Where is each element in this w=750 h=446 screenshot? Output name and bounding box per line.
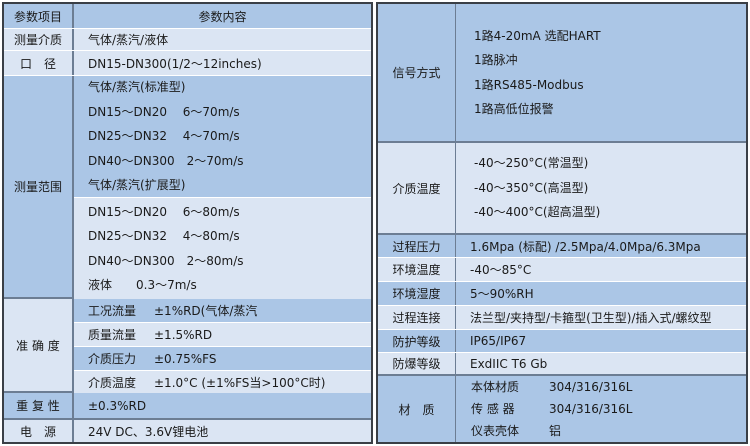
value: 气体/蒸汽/液体 <box>88 33 169 47</box>
label: 准 确 度 <box>4 299 74 391</box>
value: ExdIIC T6 Gb <box>470 356 548 371</box>
item-value: ±1.5%RD <box>154 327 213 342</box>
label: 测量范围 <box>4 76 74 297</box>
value-line: 气体/蒸汽(扩展型) <box>88 178 186 193</box>
row-repeat: 重 复 性 ±0.3%RD <box>4 393 371 420</box>
range-standard: 气体/蒸汽(标准型) DN15～DN20 6～70m/s DN25～DN32 4… <box>74 76 371 198</box>
item-name: 仪表壳体 <box>471 424 520 438</box>
row-medium: 测量介质 气体/蒸汽/液体 <box>4 29 371 51</box>
item-name: 本体材质 <box>471 380 520 394</box>
material-item: 本体材质 304/316/316L <box>471 376 746 398</box>
value-line: DN40～DN300 2～70m/s <box>88 153 244 168</box>
value-line: -40～250°C(常温型) <box>474 156 589 171</box>
label: 过程连接 <box>378 306 456 329</box>
item-value: ±1%RD(气体/蒸汽 <box>154 304 258 318</box>
label: 口 径 <box>4 51 74 75</box>
item-value: 304/316/316L <box>549 402 633 416</box>
value: 本体材质 304/316/316L 传 感 器 304/316/316L 仪表壳体 铝 <box>456 376 746 442</box>
value-line: DN25～DN32 4～70m/s <box>88 129 240 144</box>
item-value: 铝 <box>549 424 562 438</box>
value: -40～85°C <box>470 263 532 277</box>
row-env-temp: 环境温度 -40～85°C <box>378 258 746 282</box>
value: 法兰型/夹持型/卡箍型(卫生型)/插入式/螺纹型 <box>470 311 712 325</box>
value-line: DN25～DN32 4～80m/s <box>88 229 240 243</box>
row-diameter: 口 径 DN15-DN300(1/2～12inches) <box>4 51 371 76</box>
header-content: 参数内容 <box>198 9 247 24</box>
value-line: 气体/蒸汽(标准型) <box>88 80 186 95</box>
value-line: DN15～DN20 6～80m/s <box>88 204 240 219</box>
right-spec-table: 信号方式 1路4-20mA 选配HART 1路脉冲 1路RS485-Modbus… <box>376 2 748 444</box>
value: 5～90%RH <box>470 287 534 301</box>
value-line: DN40～DN300 2～80m/s <box>88 253 244 268</box>
value-line: DN15～DN20 6～70m/s <box>88 104 240 119</box>
row-material: 材 质 本体材质 304/316/316L 传 感 器 304/316/316L 仪… <box>378 376 746 442</box>
value-line: 1路4-20mA 选配HART <box>474 28 601 43</box>
value: IP65/IP67 <box>470 334 527 348</box>
accuracy-item: 质量流量 ±1.5%RD <box>74 323 371 347</box>
left-spec-table: 参数项目 参数内容 测量介质 气体/蒸汽/液体 口 径 DN15-DN300(1… <box>2 2 373 444</box>
material-item: 传 感 器 304/316/316L <box>471 398 746 420</box>
row-pressure: 过程压力 1.6Mpa (标配) /2.5Mpa/4.0Mpa/6.3Mpa <box>378 235 746 258</box>
item-name: 介质压力 <box>88 352 137 366</box>
value: DN15-DN300(1/2～12inches) <box>88 56 262 71</box>
row-medium-temp: 介质温度 -40～250°C(常温型) -40～350°C(高温型) -40～4… <box>378 143 746 235</box>
row-signal: 信号方式 1路4-20mA 选配HART 1路脉冲 1路RS485-Modbus… <box>378 4 746 143</box>
value: 1.6Mpa (标配) /2.5Mpa/4.0Mpa/6.3Mpa <box>470 239 701 254</box>
item-name: 工况流量 <box>88 304 137 318</box>
label: 测量介质 <box>4 29 74 50</box>
label: 过程压力 <box>378 235 456 257</box>
header-row: 参数项目 参数内容 <box>4 4 371 29</box>
label: 电 源 <box>4 420 74 442</box>
value-line: -40～350°C(高温型) <box>474 180 589 195</box>
row-power: 电 源 24V DC、3.6V锂电池 <box>4 420 371 442</box>
value: 1路4-20mA 选配HART 1路脉冲 1路RS485-Modbus 1路高低… <box>456 4 746 141</box>
value: ±0.3%RD <box>88 398 147 413</box>
item-name: 介质温度 <box>88 375 137 390</box>
label: 信号方式 <box>378 4 456 141</box>
row-connection: 过程连接 法兰型/夹持型/卡箍型(卫生型)/插入式/螺纹型 <box>378 306 746 330</box>
range-extended: DN15～DN20 6～80m/s DN25～DN32 4～80m/s DN40… <box>74 198 371 299</box>
row-range: 测量范围 气体/蒸汽(标准型) DN15～DN20 6～70m/s DN25～D… <box>4 76 371 299</box>
value: -40～250°C(常温型) -40～350°C(高温型) -40～400°C(… <box>456 143 746 233</box>
label: 重 复 性 <box>4 393 74 418</box>
label: 介质温度 <box>378 143 456 233</box>
label: 防爆等级 <box>378 353 456 374</box>
label: 材 质 <box>378 376 456 442</box>
value-line: 1路脉冲 <box>474 53 518 67</box>
accuracy-item: 工况流量 ±1%RD(气体/蒸汽 <box>74 299 371 323</box>
item-value: ±1.0°C (±1%FS当>100°C时) <box>154 375 326 390</box>
value-line: 液体 0.3～7m/s <box>88 278 197 292</box>
value-line: -40～400°C(超高温型) <box>474 205 601 220</box>
label: 环境温度 <box>378 258 456 281</box>
accuracy-item: 介质温度 ±1.0°C (±1%FS当>100°C时) <box>74 371 371 393</box>
accuracy-item: 介质压力 ±0.75%FS <box>74 347 371 371</box>
header-item: 参数项目 <box>4 4 74 28</box>
value-line: 1路RS485-Modbus <box>474 77 584 92</box>
value: 24V DC、3.6V锂电池 <box>88 424 209 439</box>
row-accuracy: 准 确 度 工况流量 ±1%RD(气体/蒸汽 质量流量 ±1.5%RD 介质压力 ±0… <box>4 299 371 393</box>
material-item: 仪表壳体 铝 <box>471 420 746 442</box>
label: 防护等级 <box>378 330 456 352</box>
label: 环境湿度 <box>378 282 456 305</box>
value-line: 1路高低位报警 <box>474 102 554 116</box>
row-env-humidity: 环境湿度 5～90%RH <box>378 282 746 306</box>
item-name: 质量流量 <box>88 328 137 342</box>
row-protection: 防护等级 IP65/IP67 <box>378 330 746 353</box>
item-name: 传 感 器 <box>471 402 515 416</box>
row-explosion: 防爆等级 ExdIIC T6 Gb <box>378 353 746 376</box>
item-value: 304/316/316L <box>549 380 633 394</box>
item-value: ±0.75%FS <box>154 351 217 366</box>
